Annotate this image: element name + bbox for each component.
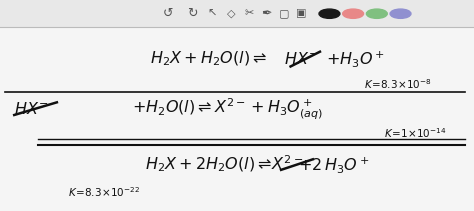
Circle shape [343,9,364,18]
Text: ↺: ↺ [163,7,173,20]
Text: ▣: ▣ [296,9,306,19]
Text: $K\!=\!1\!\times\!10^{-14}$: $K\!=\!1\!\times\!10^{-14}$ [383,126,446,140]
Text: ◇: ◇ [227,9,235,19]
Text: $+ H_2O(l) \rightleftharpoons X^{2-} + H_3O^+_{(aq)}$: $+ H_2O(l) \rightleftharpoons X^{2-} + H… [132,97,323,122]
Circle shape [390,9,411,18]
Text: $X^{2-}$: $X^{2-}$ [271,155,303,174]
Text: $K\!=\!8.3\!\times\!10^{-22}$: $K\!=\!8.3\!\times\!10^{-22}$ [68,185,140,199]
Text: ▢: ▢ [279,9,290,19]
Text: $HX^{-}$: $HX^{-}$ [284,51,318,68]
Text: ✒: ✒ [262,7,272,20]
Text: ↻: ↻ [187,7,197,20]
Circle shape [319,9,340,18]
Text: $K\!=\!8.3\!\times\!10^{-8}$: $K\!=\!8.3\!\times\!10^{-8}$ [365,77,432,91]
Text: ↖: ↖ [208,9,217,19]
Text: ✂: ✂ [244,9,254,19]
FancyBboxPatch shape [0,0,474,27]
Text: $H_2X + H_2O(l) \rightleftharpoons$: $H_2X + H_2O(l) \rightleftharpoons$ [150,50,267,68]
Text: $H_2X + 2H_2O(l) \rightleftharpoons$: $H_2X + 2H_2O(l) \rightleftharpoons$ [145,155,272,174]
Text: $HX^{-}$: $HX^{-}$ [14,101,48,118]
Text: $+ 2\,H_3O^+$: $+ 2\,H_3O^+$ [298,155,370,174]
Text: $+ H_3O^+$: $+ H_3O^+$ [326,49,385,69]
Circle shape [366,9,387,18]
